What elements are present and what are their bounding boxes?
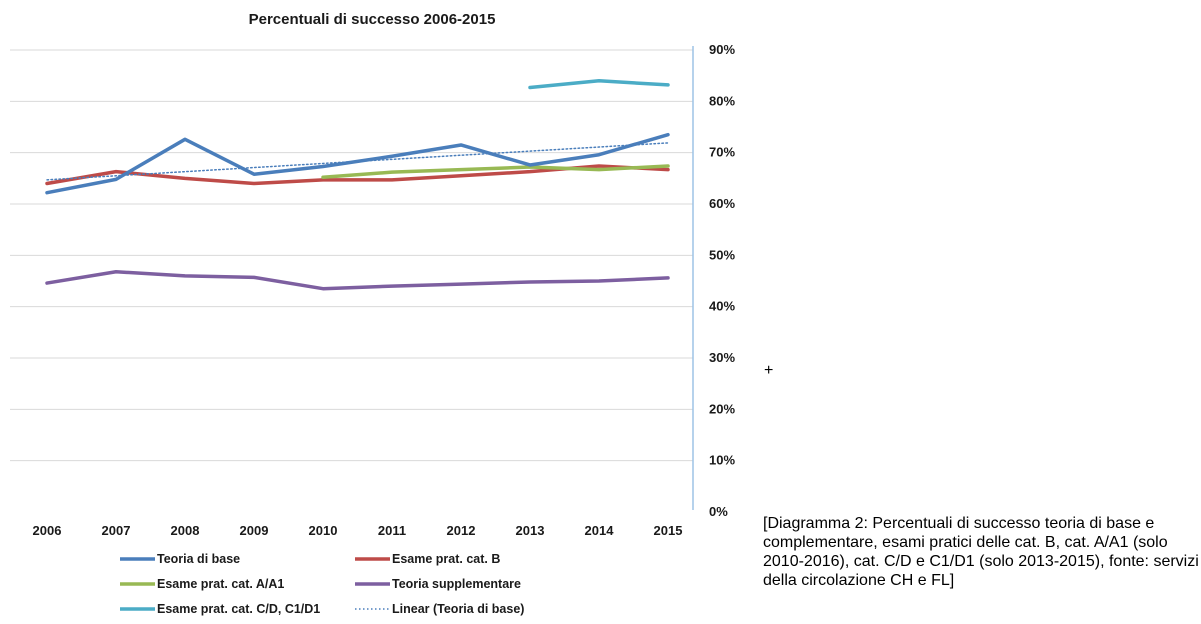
series-line-5 (46, 142, 669, 181)
y-tick-label: 20% (709, 401, 735, 416)
series-line-3 (45, 270, 670, 291)
x-tick-label: 2014 (585, 523, 615, 538)
y-tick-label: 60% (709, 196, 735, 211)
y-tick-label: 80% (709, 93, 735, 108)
gridlines (10, 49, 693, 462)
series-lines (45, 79, 670, 291)
legend-label: Esame prat. cat. B (392, 552, 500, 566)
x-tick-label: 2010 (309, 523, 338, 538)
y-tick-label: 90% (709, 42, 735, 57)
x-tick-labels: 2006 2007 2008 2009 2010 2011 2012 2013 2014 2015 (33, 523, 683, 538)
series-line-0 (45, 132, 670, 195)
line-chart: Percentuali di successo 2006-2015 0% 10% 2… (10, 11, 735, 616)
x-tick-label: 2011 (378, 523, 406, 538)
chart-caption: [Diagramma 2: Percentuali di successo te… (763, 515, 1199, 589)
x-tick-label: 2012 (447, 523, 476, 538)
x-tick-label: 2009 (240, 523, 269, 538)
x-tick-label: 2013 (516, 523, 545, 538)
plus-sign: + (764, 362, 774, 379)
x-tick-label: 2015 (654, 523, 683, 538)
legend-label: Esame prat. cat. C/D, C1/D1 (157, 602, 320, 616)
y-tick-label: 40% (709, 299, 735, 314)
x-tick-label: 2006 (33, 523, 62, 538)
x-tick-label: 2007 (102, 523, 131, 538)
y-tick-label: 0% (709, 504, 728, 519)
y-tick-label: 50% (709, 247, 735, 262)
legend-label: Esame prat. cat. A/A1 (157, 577, 284, 591)
y-tick-label: 70% (709, 145, 735, 160)
y-tick-label: 30% (709, 350, 735, 365)
chart-title: Percentuali di successo 2006-2015 (249, 11, 496, 28)
x-tick-label: 2008 (171, 523, 200, 538)
series-line-2 (321, 164, 670, 180)
legend: Teoria di base Esame prat. cat. B Esame pr… (120, 552, 524, 616)
legend-label: Teoria di base (157, 552, 240, 566)
legend-label: Linear (Teoria di base) (392, 602, 524, 616)
y-tick-label: 10% (709, 453, 735, 468)
series-line-4 (528, 79, 670, 90)
legend-label: Teoria supplementare (392, 577, 521, 591)
y-tick-labels: 0% 10% 20% 30% 40% 50% 60% 70% 80% 90% (709, 42, 735, 519)
